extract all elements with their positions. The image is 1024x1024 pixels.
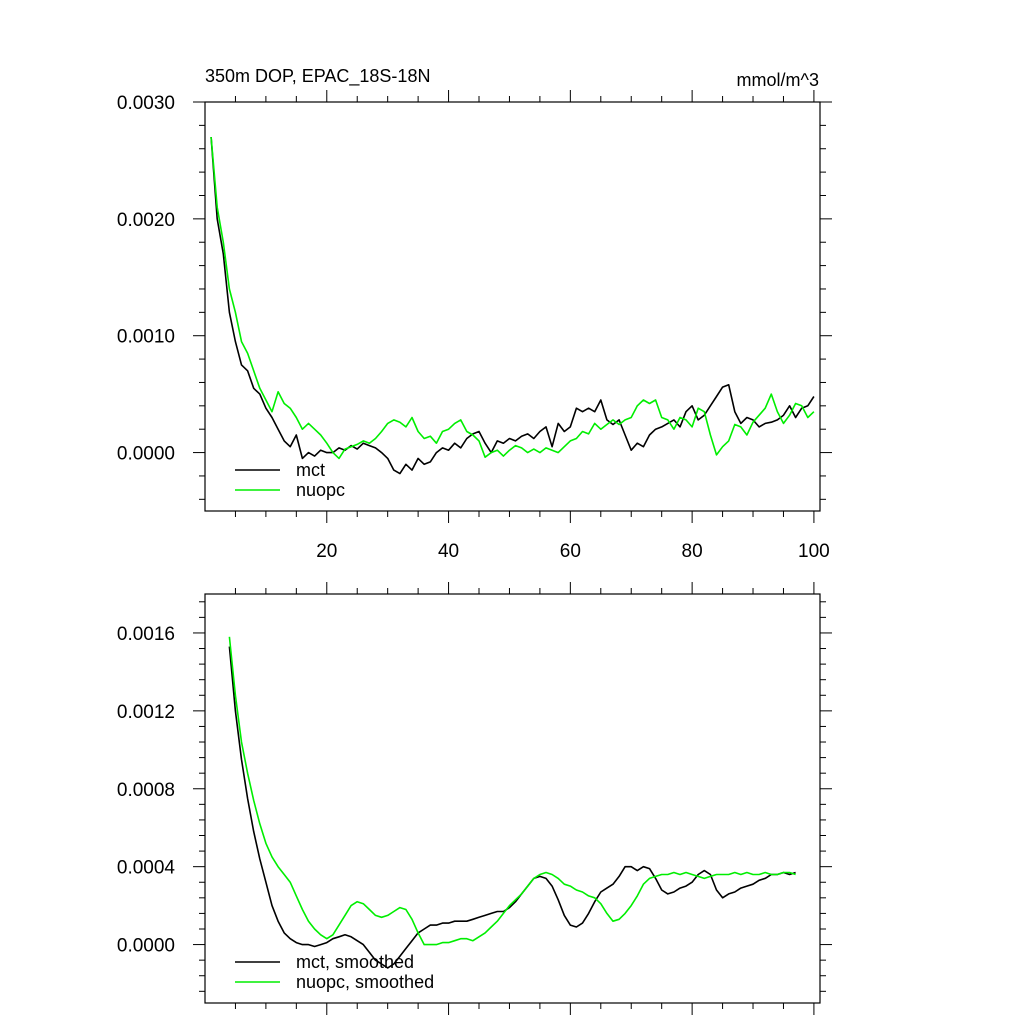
legend-label: mct <box>296 460 325 480</box>
x-tick-label: 40 <box>438 541 459 562</box>
plot-frame <box>204 593 821 1004</box>
x-tick-label: 60 <box>560 541 581 562</box>
y-tick-label: 0.0000 <box>117 444 175 465</box>
x-tick-label: 20 <box>316 541 337 562</box>
x-tick-label: 80 <box>682 541 703 562</box>
bottom-panel: 0.0000 0.0004 0.0008 0.0012 0.0016 mct, smoot… <box>117 582 832 1015</box>
units-label: mmol/m^3 <box>737 70 819 90</box>
y-tick-label: 0.0010 <box>117 327 175 348</box>
series-line-mct <box>210 137 815 475</box>
plot-frame <box>204 101 821 512</box>
chart-title: 350m DOP, EPAC_18S-18N <box>205 66 430 87</box>
series-line-nuopc <box>210 137 815 460</box>
series-line-mct-smoothed <box>228 646 796 969</box>
y-tick-label: 0.0000 <box>117 936 175 957</box>
y-tick-label: 0.0008 <box>117 780 175 801</box>
series-line-nuopc-smoothed <box>228 636 796 946</box>
legend-label: mct, smoothed <box>296 952 414 972</box>
x-tick-label: 100 <box>798 541 830 562</box>
top-panel: 20 40 60 80 100 0.0000 0.0010 0.0020 0.0030 mctnu… <box>117 90 832 562</box>
y-tick-label: 0.0020 <box>117 210 175 231</box>
y-tick-label: 0.0030 <box>117 93 175 114</box>
legend-label: nuopc, smoothed <box>296 972 434 992</box>
y-tick-label: 0.0016 <box>117 624 175 645</box>
legend-label: nuopc <box>296 480 345 500</box>
y-tick-label: 0.0004 <box>117 858 176 879</box>
y-tick-label: 0.0012 <box>117 702 175 723</box>
